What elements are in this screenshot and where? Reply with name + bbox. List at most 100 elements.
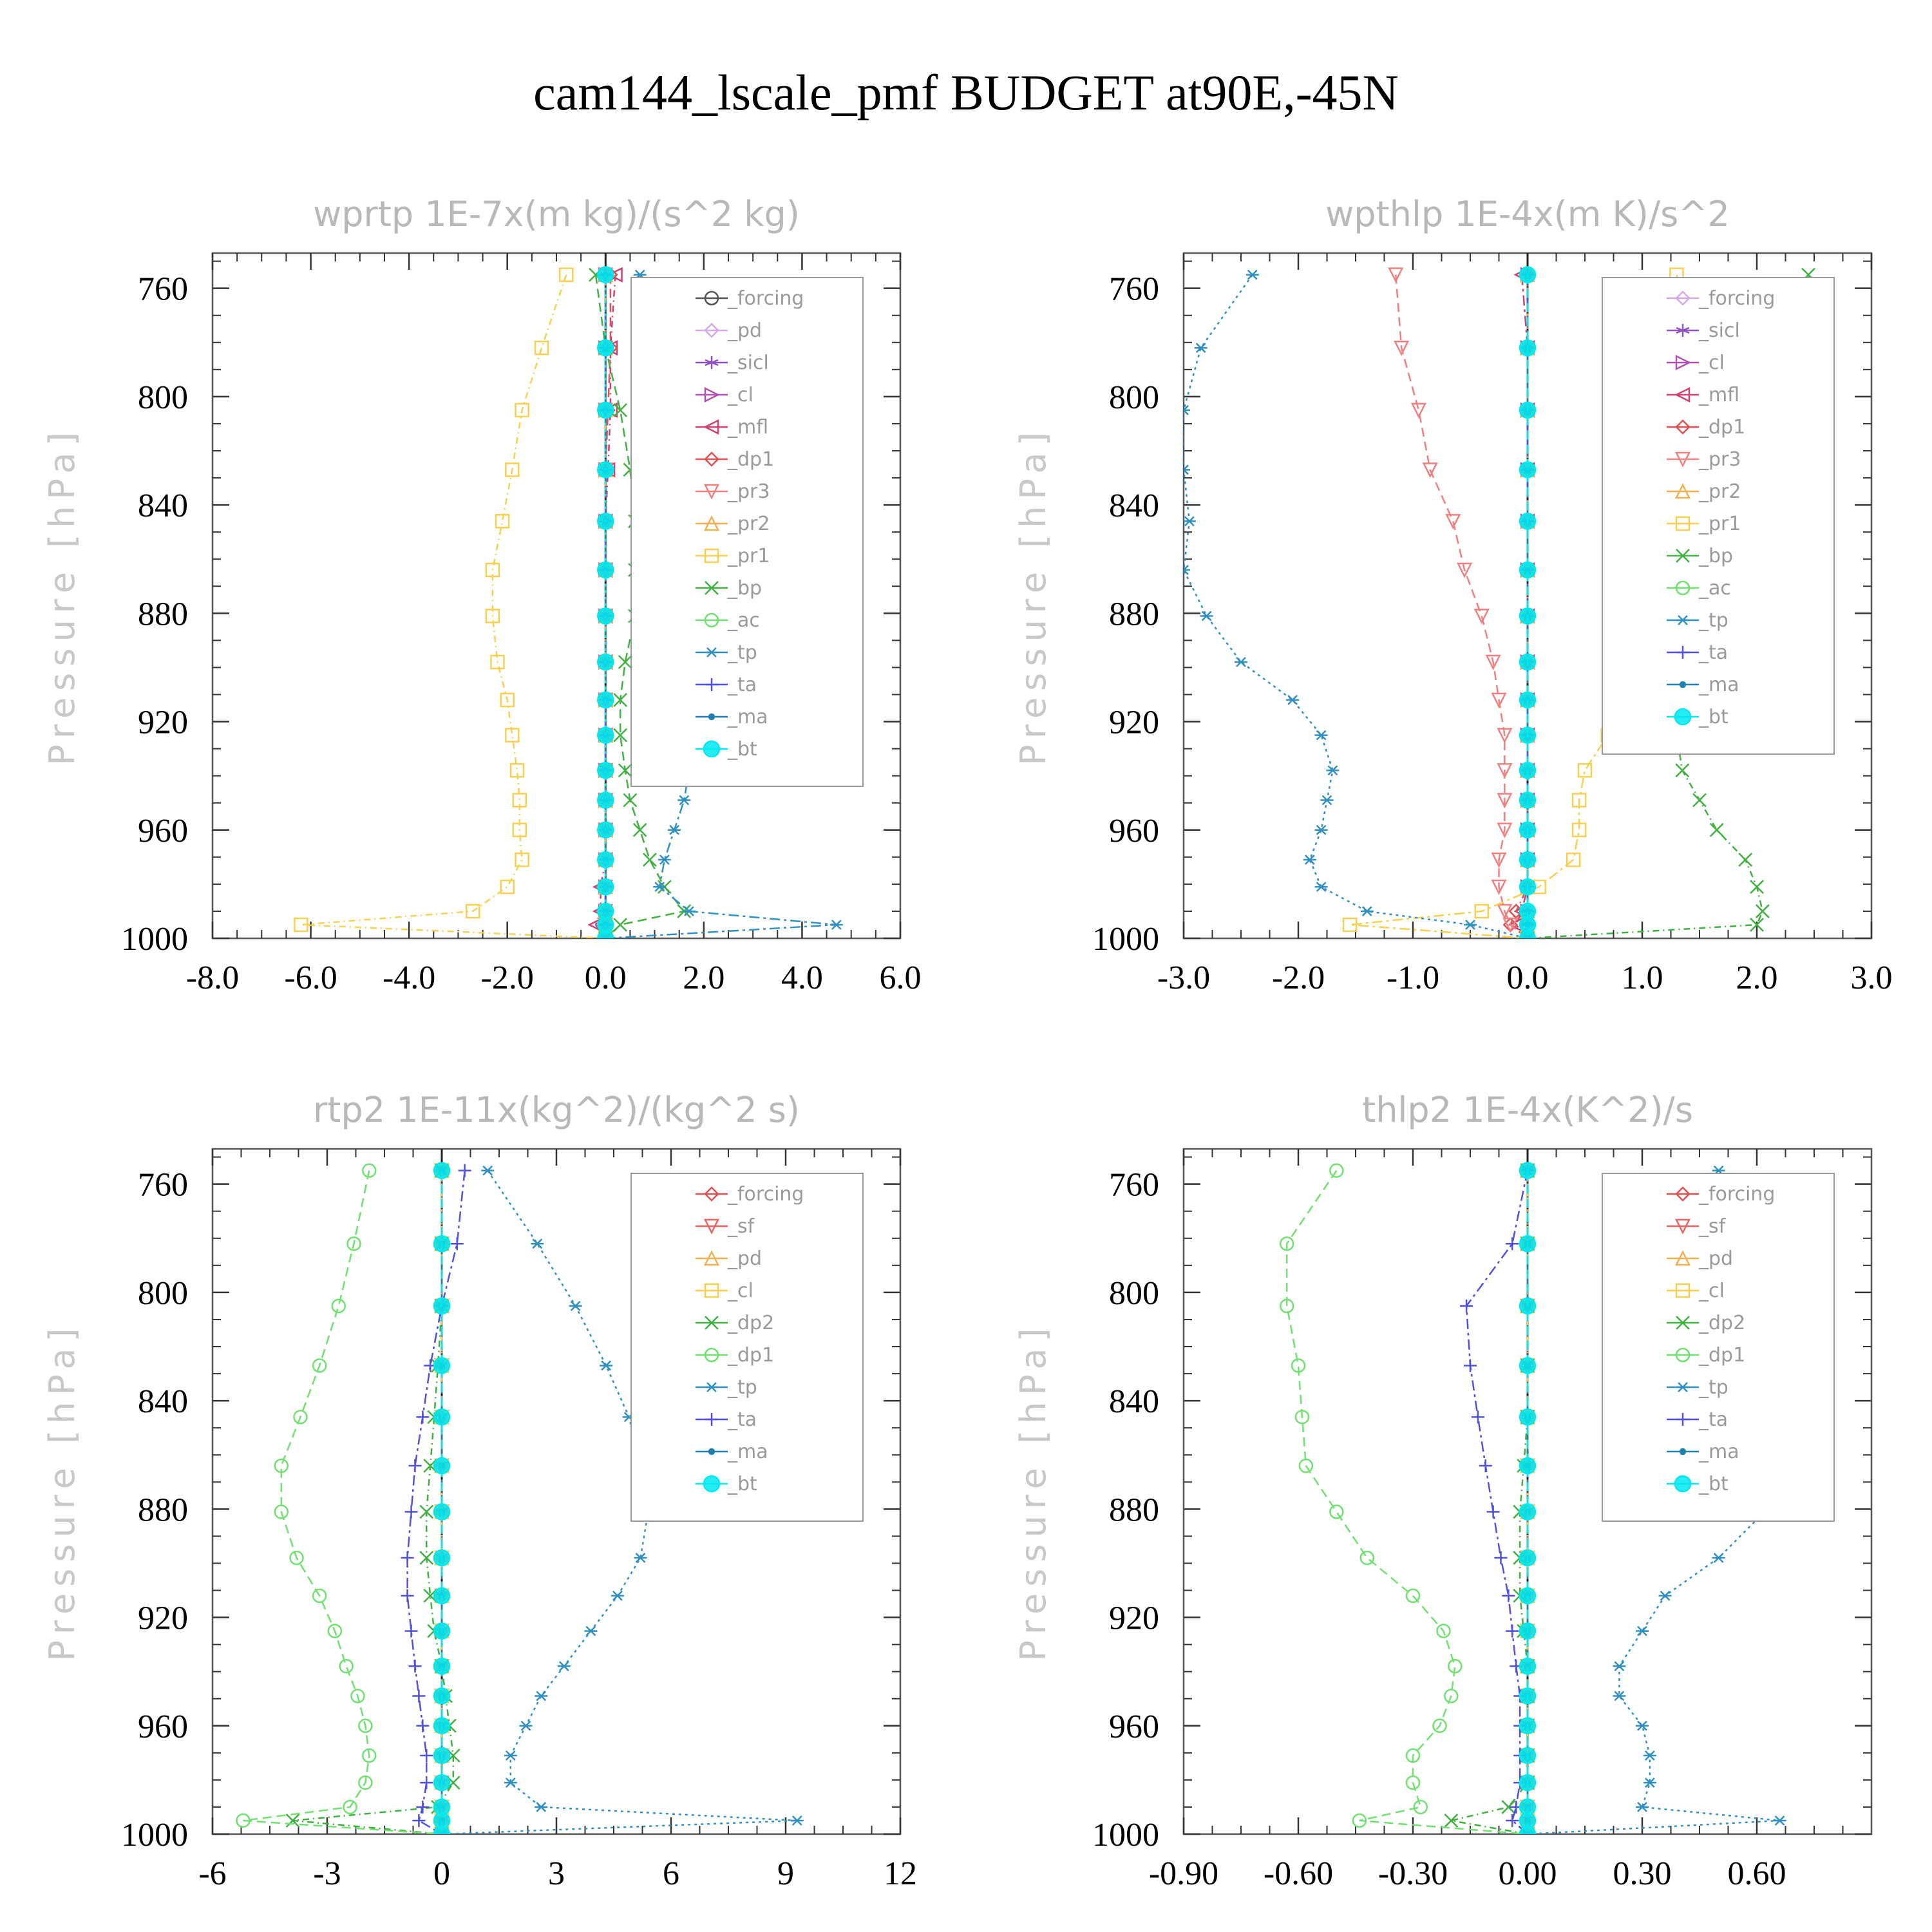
data-point [466, 904, 480, 919]
data-point [1473, 609, 1490, 625]
data-point [500, 879, 515, 895]
legend-label: _dp1 [727, 1344, 774, 1367]
data-point [1298, 1458, 1314, 1473]
series_pr1 [294, 267, 613, 938]
data-point [829, 920, 843, 930]
data-point [1494, 1551, 1508, 1565]
series_bt [1519, 1162, 1537, 1834]
data-point [1519, 1549, 1537, 1567]
data-point [515, 852, 529, 867]
panel-4: thlp2 1E-4x(K^2)/s Pressure [hPa] 760 800 84… [1013, 1090, 1873, 1892]
data-point [584, 1625, 598, 1636]
data-point [1519, 1357, 1537, 1374]
data-point [1519, 1503, 1537, 1520]
legend-entry: _sicl [696, 352, 769, 374]
panel-title: thlp2 1E-4x(K^2)/s [1362, 1090, 1693, 1130]
data-point [1519, 401, 1537, 419]
x-tick-label: 4.0 [781, 960, 823, 996]
legend-entry: _sicl [1667, 319, 1740, 342]
data-point [401, 1589, 414, 1602]
data-point [1519, 1622, 1537, 1640]
data-point [1519, 691, 1537, 709]
y-tick-label: 960 [138, 813, 188, 849]
data-point [294, 917, 308, 933]
legend-marker [708, 1448, 715, 1455]
data-point [600, 1360, 613, 1371]
data-point [1474, 904, 1490, 919]
data-point [613, 693, 628, 707]
data-point [458, 1164, 471, 1177]
legend-entry: _pd [696, 1247, 762, 1270]
data-point [1444, 1814, 1459, 1828]
legend-label: _cl [1698, 352, 1725, 374]
data-point [331, 1298, 346, 1314]
legend-label: _sf [727, 1215, 755, 1238]
legend-entry: _mfl [696, 416, 768, 439]
y-tick-label: 920 [138, 1600, 188, 1637]
data-point [1291, 1358, 1306, 1373]
y-tick-label: 760 [1109, 1167, 1159, 1204]
series-line [1465, 1170, 1529, 1834]
series-line [1515, 274, 1529, 938]
data-point [1756, 904, 1770, 918]
legend-marker [703, 419, 719, 435]
legend-label: _pd [727, 319, 762, 342]
legend-label: _cl [727, 1280, 753, 1302]
data-point [1479, 1459, 1492, 1473]
data-point [1457, 562, 1473, 578]
data-point [433, 1717, 451, 1735]
legend-box [1602, 277, 1835, 755]
legend-label: _ma [1698, 674, 1739, 696]
data-point [416, 1719, 430, 1732]
data-point [1286, 695, 1300, 705]
data-point [358, 1775, 373, 1790]
data-point [274, 1458, 289, 1473]
y-tick-label: 920 [1109, 705, 1159, 741]
legend-label: _cl [1698, 1280, 1725, 1302]
x-tick-label: -3 [313, 1855, 341, 1892]
legend-label: _ta [727, 1408, 757, 1431]
data-point [1613, 1661, 1626, 1672]
legend-entry: _ma [1667, 1441, 1739, 1463]
panel-2: wpthlp 1E-4x(m K)/s^2 Pressure [hPa] 760 80… [1013, 194, 1893, 996]
legend-entry: _tp [696, 641, 757, 664]
x-tick-label: -3.0 [1157, 960, 1210, 996]
panel-3: rtp2 1E-11x(kg^2)/(kg^2 s) Pressure [hPa]… [42, 1090, 917, 1892]
data-point [1519, 1717, 1537, 1735]
y-tick-label: 760 [1109, 271, 1159, 308]
data-point [1658, 1591, 1672, 1601]
legend-entry: _forcing [1667, 1183, 1775, 1206]
series_mfl [1508, 267, 1535, 938]
series-line [1509, 274, 1529, 938]
data-point [682, 906, 696, 916]
series_pr3 [1388, 267, 1536, 938]
data-point [597, 607, 614, 625]
legend-entry: _pd [696, 319, 762, 342]
legend-marker [703, 515, 720, 531]
data-point [433, 1503, 451, 1520]
legend-label: _pr3 [1698, 448, 1741, 471]
data-point [412, 1814, 426, 1827]
x-tick-label: 12 [884, 1855, 917, 1892]
y-tick-label: 800 [138, 1275, 188, 1312]
series_dp1 [598, 267, 618, 938]
legend-label: _ta [727, 674, 757, 696]
legend-entry: _dp2 [1667, 1312, 1745, 1334]
data-point [505, 728, 520, 743]
series-line [1527, 1170, 1827, 1834]
y-tick-label: 920 [1109, 1600, 1159, 1637]
data-point [500, 692, 515, 708]
data-point [1329, 1163, 1344, 1178]
data-point [1352, 1813, 1367, 1828]
legend-label: _dp1 [1698, 416, 1745, 439]
legend-label: _ta [1698, 641, 1728, 664]
y-tick-label: 1000 [1092, 921, 1159, 958]
data-point [433, 1162, 451, 1179]
data-point [490, 654, 505, 670]
legend-entry: _pr3 [1667, 448, 1741, 471]
series-line [292, 1170, 455, 1834]
y-tick-label: 1000 [121, 921, 188, 958]
legend-entry: _dp1 [696, 448, 774, 471]
legend-marker [705, 581, 719, 595]
data-point [362, 1748, 377, 1763]
